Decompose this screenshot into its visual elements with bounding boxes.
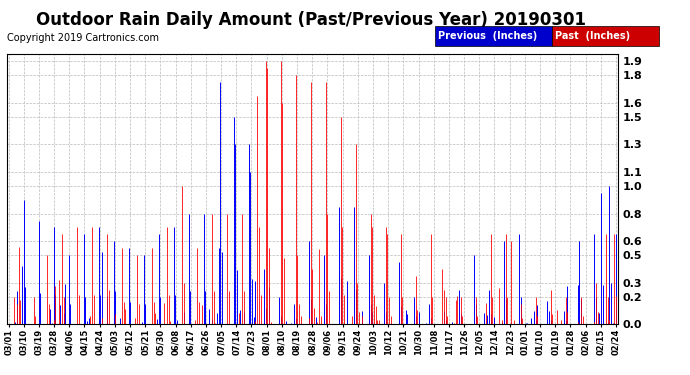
Text: Previous  (Inches): Previous (Inches)	[438, 31, 538, 41]
Text: Outdoor Rain Daily Amount (Past/Previous Year) 20190301: Outdoor Rain Daily Amount (Past/Previous…	[35, 11, 586, 29]
Text: Past  (Inches): Past (Inches)	[555, 31, 631, 41]
Text: Copyright 2019 Cartronics.com: Copyright 2019 Cartronics.com	[7, 33, 159, 43]
